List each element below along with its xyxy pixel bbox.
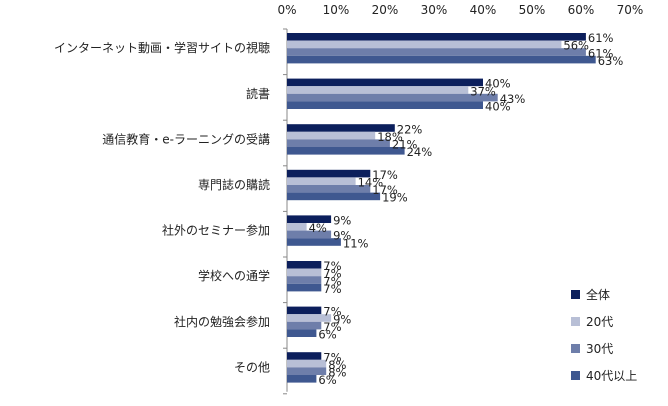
data-label: 8% [328,366,346,380]
bar [287,268,322,277]
bar [287,215,332,223]
category-labels: インターネット動画・学習サイトの視聴読書通信教育・e-ラーニングの受講専門誌の購… [54,40,270,374]
legend: 全体 20代 30代 40代以上 [571,287,637,383]
data-label: 9% [333,214,351,228]
bar [287,367,327,375]
legend-label: 40代以上 [586,369,637,383]
data-label: 61% [588,46,614,60]
category-label: 社外のセミナー参加 [162,223,270,238]
data-label: 40% [485,100,511,114]
data-labels: 61%56%61%63%40%37%43%40%22%18%21%24%17%1… [309,31,624,387]
legend-label: 30代 [586,342,613,356]
bar [287,261,322,269]
data-label: 17% [372,168,398,182]
x-tick-label: 50% [519,3,546,17]
data-label: 9% [333,229,351,243]
bar [287,147,405,155]
x-axis-ticks: 0% 10% 20% 30% 40% 50% 60% 70% [277,3,643,17]
data-label: 7% [323,274,341,288]
data-label: 56% [563,39,589,53]
bar [287,306,322,315]
data-label: 7% [323,282,341,296]
bar [287,177,356,185]
bar [287,33,586,41]
data-label: 8% [328,358,346,372]
legend-swatch [571,317,580,326]
x-tick-label: 40% [470,3,497,17]
data-label: 18% [377,130,403,144]
category-label: 学校への通学 [198,268,270,283]
bar [287,185,371,193]
x-tick-label: 30% [421,3,448,17]
category-label: 専門誌の購読 [198,177,270,192]
data-label: 61% [588,31,614,45]
data-label: 14% [358,176,384,190]
x-tick-label: 20% [372,3,399,17]
bar [287,321,322,330]
data-label: 17% [372,183,398,197]
bar [287,329,317,337]
legend-swatch [571,371,580,380]
category-label: 通信教育・e-ラーニングの受講 [102,131,270,146]
bars [287,33,596,383]
legend-swatch [571,290,580,299]
data-label: 21% [392,138,418,152]
data-label: 4% [309,221,327,235]
bar [287,55,596,64]
bar [287,314,332,322]
category-label: その他 [234,360,270,374]
data-label: 7% [323,350,341,364]
category-label: インターネット動画・学習サイトの視聴 [54,40,270,55]
bar [287,78,483,87]
data-label: 7% [323,320,341,334]
bar [287,276,322,284]
data-label: 11% [343,236,369,250]
bar [287,101,483,109]
bar [287,86,469,94]
data-label: 37% [470,84,496,98]
data-label: 22% [397,122,423,136]
category-label: 社内の勉強会参加 [174,314,270,329]
x-tick-label: 60% [568,3,595,17]
bar [287,283,322,292]
bar [287,238,341,246]
bar [287,131,376,140]
bar [287,359,327,368]
data-label: 43% [500,92,526,106]
data-label: 6% [318,373,336,387]
bar [287,192,381,201]
bar [287,93,498,102]
data-label: 7% [323,267,341,281]
data-label: 63% [598,54,624,68]
legend-swatch [571,344,580,353]
bar [287,124,395,132]
bar [287,169,371,178]
data-label: 7% [323,305,341,319]
legend-label: 20代 [586,315,613,329]
bar [287,139,390,147]
bar [287,48,586,56]
data-label: 6% [318,328,336,342]
y-axis [283,28,288,395]
bar [287,375,317,383]
x-tick-label: 70% [617,3,644,17]
data-label: 19% [382,191,408,205]
category-label: 読書 [246,86,270,101]
data-label: 40% [485,77,511,91]
x-tick-label: 0% [277,3,296,17]
bar [287,40,562,49]
data-label: 24% [407,145,433,159]
bar [287,230,332,239]
bar [287,352,322,360]
x-tick-label: 10% [323,3,350,17]
legend-label: 全体 [586,287,610,302]
bar [287,223,307,231]
data-label: 9% [333,312,351,326]
data-label: 7% [323,259,341,273]
